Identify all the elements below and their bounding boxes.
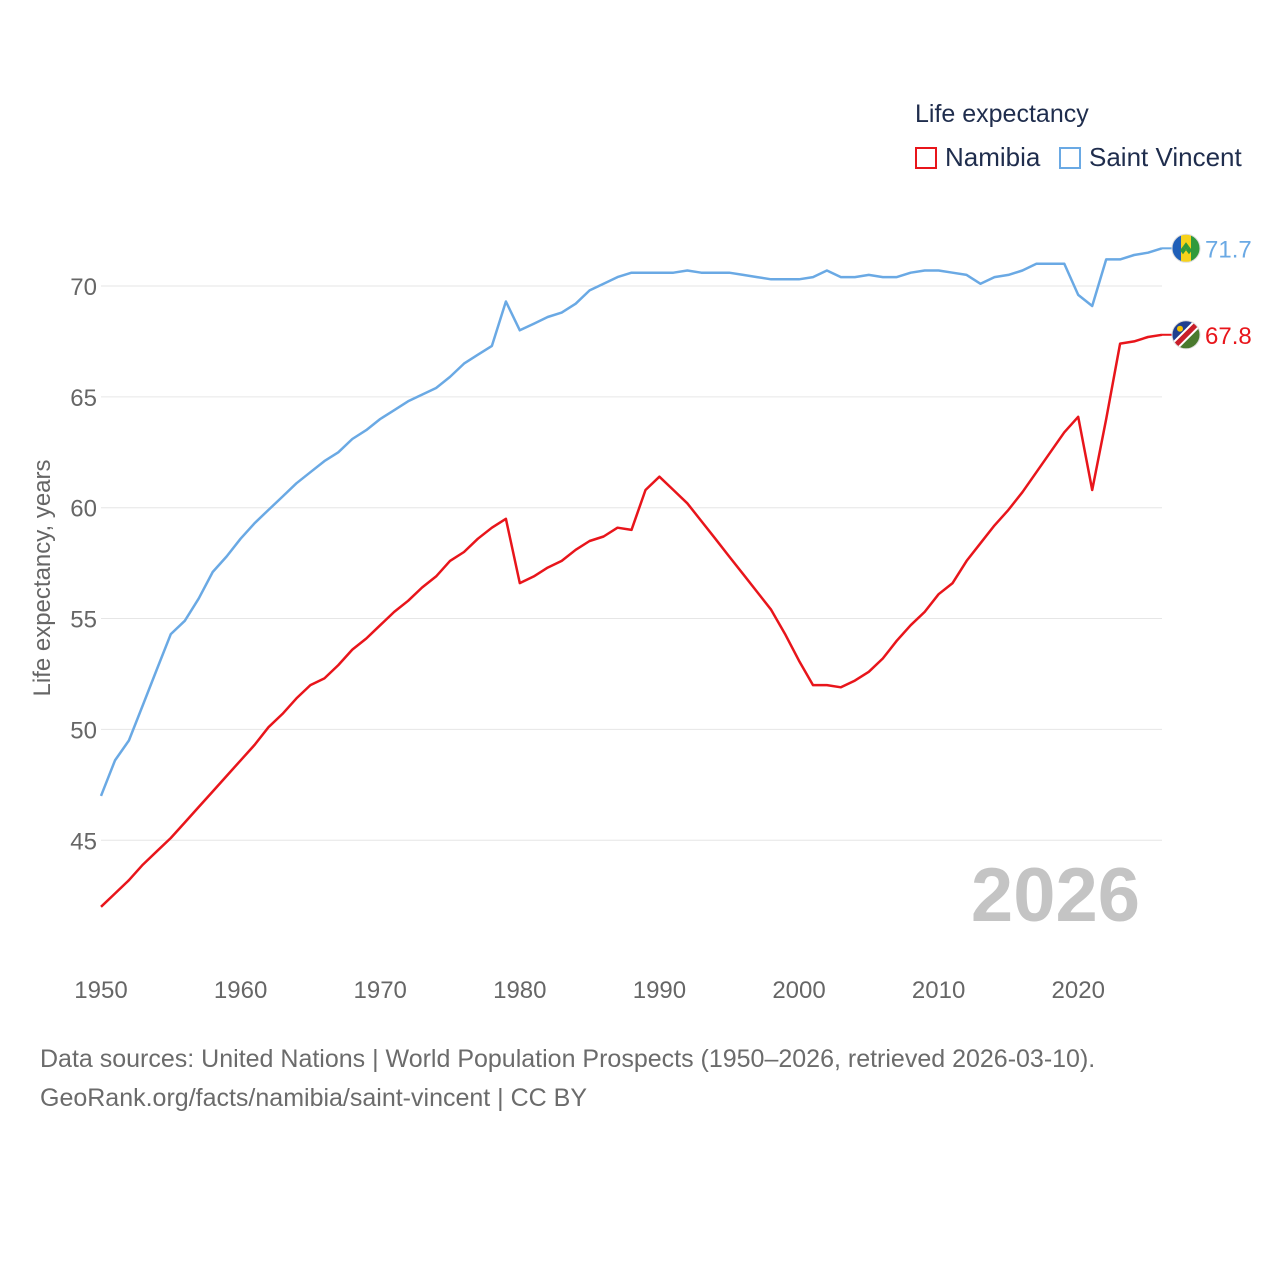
y-axis-title: Life expectancy, years xyxy=(29,459,56,696)
source-line-1: Data sources: United Nations | World Pop… xyxy=(40,1045,1096,1073)
series-lines xyxy=(99,247,1163,908)
legend-item-saint-vincent[interactable]: Saint Vincent xyxy=(1059,142,1242,173)
gridlines xyxy=(101,285,1162,841)
y-tick-label: 70 xyxy=(70,274,97,301)
x-tick-label: 2010 xyxy=(912,977,965,1004)
y-tick-label: 45 xyxy=(70,828,97,855)
legend-label-saint-vincent: Saint Vincent xyxy=(1089,142,1242,172)
x-tick-label: 2020 xyxy=(1052,977,1105,1004)
end-labels: 71.7 67.8 xyxy=(1162,233,1252,350)
flag-saint-vincent-icon xyxy=(1171,233,1201,263)
y-tick-label: 65 xyxy=(70,385,97,412)
x-tick-label: 1960 xyxy=(214,977,267,1004)
flag-namibia-icon xyxy=(1171,320,1201,350)
y-tick-label: 55 xyxy=(70,607,97,634)
series-line-saint-vincent[interactable] xyxy=(99,247,1163,797)
x-tick-label: 1970 xyxy=(354,977,407,1004)
y-tick-label: 50 xyxy=(70,717,97,744)
legend-item-namibia[interactable]: Namibia xyxy=(915,142,1040,173)
y-tick-label: 60 xyxy=(70,496,97,523)
year-overlay: 2026 xyxy=(970,853,1140,938)
end-label-saint-vincent: 71.7 xyxy=(1205,236,1252,263)
x-tick-label: 1980 xyxy=(493,977,546,1004)
end-label-namibia: 67.8 xyxy=(1205,323,1252,350)
legend-swatch-saint-vincent xyxy=(1059,146,1081,169)
x-tick-label: 1950 xyxy=(74,977,127,1004)
y-axis-ticks: 45 50 55 60 65 70 xyxy=(70,274,97,855)
series-line-namibia[interactable] xyxy=(100,333,1163,908)
legend-label-namibia: Namibia xyxy=(945,142,1041,172)
source-line-2[interactable]: GeoRank.org/facts/namibia/saint-vincent … xyxy=(40,1084,588,1112)
x-tick-label: 1990 xyxy=(633,977,686,1004)
legend-swatch-namibia xyxy=(915,146,937,169)
legend-title: Life expectancy xyxy=(915,100,1089,128)
x-tick-label: 2000 xyxy=(772,977,825,1004)
x-axis-ticks: 1950 1960 1970 1980 1990 2000 2010 2020 xyxy=(74,977,1105,1004)
